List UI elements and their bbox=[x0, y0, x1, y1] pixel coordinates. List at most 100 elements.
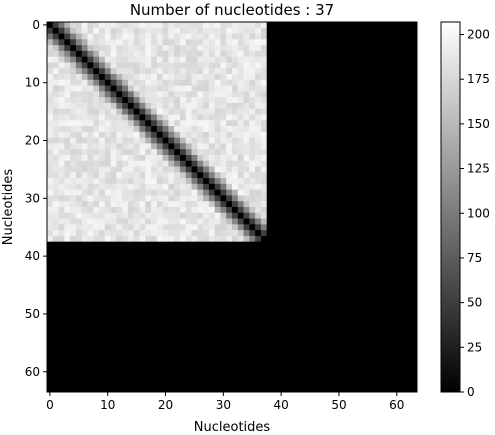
heatmap-cell bbox=[87, 380, 94, 387]
heatmap-cell bbox=[307, 311, 314, 318]
heatmap-cell bbox=[81, 282, 88, 289]
heatmap-cell bbox=[191, 154, 198, 162]
heatmap-cell bbox=[330, 259, 337, 266]
heatmap-cell bbox=[330, 183, 337, 191]
heatmap-cell bbox=[393, 305, 401, 312]
heatmap-cell bbox=[162, 154, 169, 162]
heatmap-cell bbox=[168, 68, 175, 75]
heatmap-cell bbox=[336, 345, 343, 352]
heatmap-cell bbox=[214, 311, 221, 318]
heatmap-cell bbox=[93, 299, 100, 306]
heatmap-cell bbox=[359, 120, 366, 127]
heatmap-cell bbox=[139, 316, 146, 323]
heatmap-cell bbox=[307, 189, 314, 196]
heatmap-cell bbox=[388, 195, 395, 202]
heatmap-cell bbox=[75, 351, 83, 358]
heatmap-cell bbox=[145, 299, 152, 306]
heatmap-cell bbox=[99, 114, 106, 121]
heatmap-cell bbox=[405, 108, 412, 115]
heatmap-cell bbox=[353, 328, 360, 335]
heatmap-cell bbox=[110, 322, 117, 329]
heatmap-cell bbox=[156, 282, 163, 289]
heatmap-cell bbox=[243, 235, 250, 243]
heatmap-cell bbox=[284, 22, 291, 29]
heatmap-cell bbox=[116, 56, 123, 63]
heatmap-cell bbox=[353, 386, 360, 393]
heatmap-cell bbox=[347, 322, 354, 329]
heatmap-cell bbox=[191, 126, 198, 133]
heatmap-cell bbox=[220, 264, 227, 271]
heatmap-cell bbox=[110, 114, 117, 121]
heatmap-cell bbox=[260, 328, 268, 335]
heatmap-cell bbox=[312, 189, 320, 196]
heatmap-cell bbox=[232, 259, 239, 266]
heatmap-cell bbox=[52, 74, 59, 81]
heatmap-cell bbox=[214, 160, 221, 167]
heatmap-cell bbox=[70, 27, 77, 34]
heatmap-cell bbox=[70, 97, 77, 104]
heatmap-cell bbox=[156, 91, 163, 98]
heatmap-cell bbox=[388, 45, 395, 52]
heatmap-cell bbox=[289, 351, 296, 358]
heatmap-cell bbox=[110, 172, 117, 179]
heatmap-cell bbox=[301, 334, 308, 341]
heatmap-cell bbox=[220, 380, 227, 387]
heatmap-cell bbox=[64, 102, 71, 110]
heatmap-cell bbox=[249, 357, 256, 364]
heatmap-cell bbox=[139, 264, 146, 271]
heatmap-cell bbox=[364, 230, 372, 237]
heatmap-cell bbox=[289, 27, 296, 34]
heatmap-cell bbox=[52, 189, 59, 196]
heatmap-cell bbox=[318, 328, 325, 335]
heatmap-cell bbox=[260, 131, 268, 138]
heatmap-cell bbox=[359, 91, 366, 98]
heatmap-cell bbox=[388, 178, 395, 185]
heatmap-cell bbox=[347, 374, 354, 381]
heatmap-cell bbox=[307, 276, 314, 283]
heatmap-cell bbox=[237, 166, 244, 173]
heatmap-cell bbox=[122, 120, 129, 127]
heatmap-cell bbox=[232, 189, 239, 196]
heatmap-cell bbox=[174, 50, 181, 58]
heatmap-cell bbox=[278, 189, 285, 196]
heatmap-cell bbox=[81, 172, 88, 179]
heatmap-cell bbox=[388, 380, 395, 387]
heatmap-cell bbox=[243, 201, 250, 208]
heatmap-cell bbox=[162, 201, 169, 208]
heatmap-cell bbox=[220, 212, 227, 219]
heatmap-cell bbox=[156, 45, 163, 52]
heatmap-cell bbox=[139, 287, 146, 295]
heatmap-cell bbox=[145, 207, 152, 214]
heatmap-cell bbox=[260, 241, 268, 248]
heatmap-cell bbox=[237, 351, 244, 358]
heatmap-cell bbox=[307, 339, 314, 347]
heatmap-cell bbox=[353, 259, 360, 266]
heatmap-cell bbox=[249, 212, 256, 219]
heatmap-cell bbox=[318, 74, 325, 81]
heatmap-cell bbox=[295, 114, 302, 121]
heatmap-cell bbox=[336, 172, 343, 179]
heatmap-cell bbox=[382, 282, 389, 289]
heatmap-cell bbox=[411, 39, 418, 46]
heatmap-cell bbox=[405, 328, 412, 335]
heatmap-cell bbox=[168, 39, 175, 46]
heatmap-cell bbox=[162, 91, 169, 98]
heatmap-cell bbox=[312, 143, 320, 150]
heatmap-cell bbox=[75, 149, 83, 156]
heatmap-cell bbox=[87, 62, 94, 69]
heatmap-cell bbox=[318, 380, 325, 387]
heatmap-cell bbox=[359, 201, 366, 208]
heatmap-cell bbox=[162, 368, 169, 376]
heatmap-cell bbox=[353, 299, 360, 306]
heatmap-cell bbox=[133, 172, 140, 179]
heatmap-cell bbox=[301, 154, 308, 162]
heatmap-cell bbox=[220, 363, 227, 370]
heatmap-cell bbox=[151, 56, 158, 63]
heatmap-cell bbox=[237, 363, 244, 370]
heatmap-cell bbox=[122, 178, 129, 185]
heatmap-cell bbox=[133, 357, 140, 364]
heatmap-cell bbox=[388, 293, 395, 300]
heatmap-cell bbox=[249, 97, 256, 104]
heatmap-cell bbox=[122, 247, 129, 254]
heatmap-cell bbox=[341, 276, 348, 283]
